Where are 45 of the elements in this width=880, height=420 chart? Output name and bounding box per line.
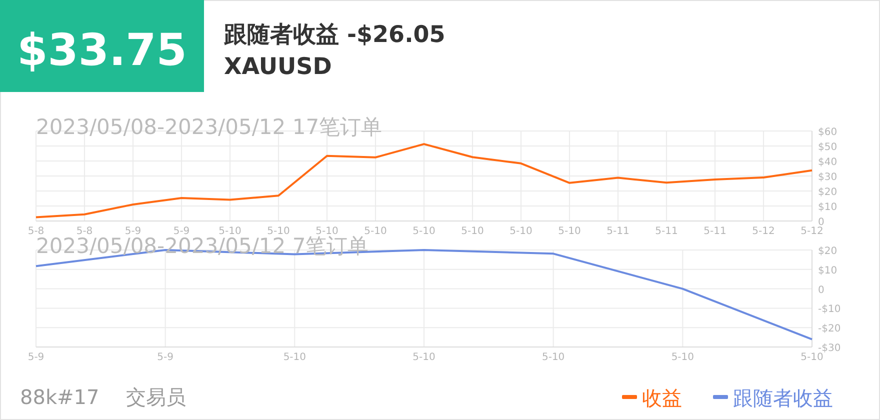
x-tick-label: 5-10 [800,352,824,363]
text: 88k#17 [20,385,100,409]
y-tick-label: $10 [818,202,838,213]
text: XAUUSD [224,54,332,80]
x-tick-label: 5-9 [173,226,190,237]
x-tick-label: 5-8 [28,226,44,237]
x-tick-label: 5-11 [606,226,630,237]
x-tick-label: 5-9 [28,352,44,363]
x-tick-label: 5-10 [218,226,242,237]
y-tick-label: $60 [818,127,838,138]
text: 交易员 [126,385,186,409]
y-tick-label: -$30 [818,343,841,354]
legend-label: 收益 [642,386,682,410]
y-tick-label: $30 [818,172,838,183]
y-tick-label: $10 [818,265,838,276]
x-tick-label: 5-10 [364,226,387,237]
x-tick-label: 5-11 [704,226,726,237]
x-tick-label: 5-10 [671,352,694,363]
y-tick-label: 0 [818,284,824,296]
y-tick-label: $20 [818,187,838,198]
x-tick-label: 5-9 [157,352,174,363]
x-tick-label: 5-10 [412,226,436,237]
x-tick-label: 5-9 [124,226,142,237]
chart-title: 2023/05/08-2023/05/12 17笔订单 [36,115,382,139]
x-tick-label: 5-10 [510,226,532,237]
legend-label: 跟随者收益 [733,386,833,410]
x-tick-label: 5-10 [267,226,290,237]
x-tick-label: 5-10 [558,226,581,237]
y-tick-label: -$20 [818,324,841,335]
x-tick-label: 5-10 [461,226,484,237]
y-tick-label: 0 [818,217,824,228]
y-tick-label: -$10 [818,304,841,316]
x-tick-label: 5-11 [655,226,678,237]
text: 跟随者收益 -$26.05 [223,22,446,48]
x-tick-label: 5-10 [542,352,565,363]
x-tick-label: 5-10 [283,352,306,363]
y-tick-label: $20 [818,246,838,257]
text: $33.75 [17,25,187,76]
x-tick-label: 5-10 [412,352,436,363]
x-tick-label: 5-8 [76,226,93,237]
y-tick-label: $40 [818,157,838,168]
x-tick-label: 5-12 [752,226,775,237]
x-tick-label: 5-12 [800,226,824,237]
y-tick-label: $50 [818,142,838,153]
x-tick-label: 5-10 [316,226,338,237]
